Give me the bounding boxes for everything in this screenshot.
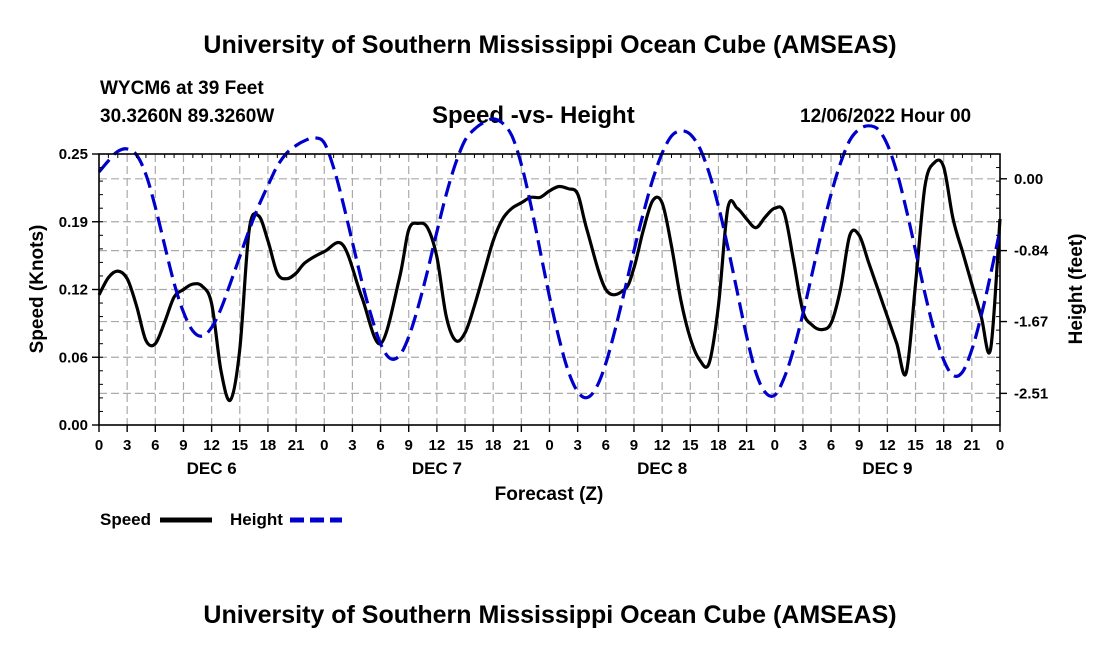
x-tick-label: 0 xyxy=(320,437,328,454)
legend-height-label: Height xyxy=(230,510,283,529)
x-tick-label: 18 xyxy=(935,437,952,454)
y2-tick-label: 0.00 xyxy=(1014,171,1043,188)
x-tick-label: 0 xyxy=(996,437,1004,454)
day-label: DEC 7 xyxy=(412,459,462,478)
y2-axis-label: Height (feet) xyxy=(1066,234,1087,345)
x-axis-label: Forecast (Z) xyxy=(495,484,604,505)
x-tick-label: 12 xyxy=(429,437,446,454)
series-lines xyxy=(97,117,1002,403)
day-label: DEC 6 xyxy=(187,459,237,478)
x-tick-label: 6 xyxy=(151,437,159,454)
x-tick-label: 21 xyxy=(738,437,755,454)
x-tick-label: 18 xyxy=(260,437,277,454)
y2-tick-label: -2.51 xyxy=(1014,385,1048,402)
height-series-line xyxy=(97,117,1002,400)
x-tick-label: 3 xyxy=(123,437,131,454)
x-tick-label: 18 xyxy=(485,437,502,454)
chart-subtitle: Speed -vs- Height xyxy=(432,102,635,129)
y-tick-label: 0.19 xyxy=(59,214,88,231)
x-tick-label: 21 xyxy=(964,437,981,454)
x-tick-label: 15 xyxy=(231,437,248,454)
day-label: DEC 8 xyxy=(637,459,687,478)
x-tick-label: 21 xyxy=(288,437,305,454)
footer-title: University of Southern Mississippi Ocean… xyxy=(203,601,897,629)
y-tick-label: 0.06 xyxy=(59,349,88,366)
x-tick-label: 12 xyxy=(203,437,220,454)
x-tick-label: 9 xyxy=(405,437,413,454)
x-tick-label: 0 xyxy=(95,437,103,454)
x-tick-label: 9 xyxy=(630,437,638,454)
day-label: DEC 9 xyxy=(862,459,912,478)
axis-ticks: 0 3 6 9 12 15 18 21 0 3 6 9 12 15 18 21 0 3 6 9 12 15 18 21 0 3 6 9… xyxy=(59,146,1049,478)
x-tick-label: 3 xyxy=(799,437,807,454)
x-tick-label: 18 xyxy=(710,437,727,454)
x-tick-label: 6 xyxy=(602,437,610,454)
y2-tick-label: -0.84 xyxy=(1014,243,1049,260)
x-tick-label: 21 xyxy=(513,437,530,454)
coordinates-label: 30.3260N 89.3260W xyxy=(100,106,275,127)
x-tick-label: 3 xyxy=(348,437,356,454)
x-tick-label: 9 xyxy=(179,437,187,454)
x-tick-label: 6 xyxy=(827,437,835,454)
y-tick-label: 0.12 xyxy=(59,282,88,299)
chart-title: University of Southern Mississippi Ocean… xyxy=(203,31,897,59)
x-tick-label: 3 xyxy=(573,437,581,454)
x-tick-label: 12 xyxy=(879,437,896,454)
x-tick-label: 9 xyxy=(855,437,863,454)
x-tick-label: 15 xyxy=(907,437,924,454)
speed-series-line xyxy=(97,158,1002,403)
legend: Speed Height xyxy=(100,510,342,529)
y2-tick-label: -1.67 xyxy=(1014,314,1048,331)
y-axis-label: Speed (Knots) xyxy=(27,225,48,354)
y-tick-label: 0.00 xyxy=(59,417,88,434)
x-tick-label: 0 xyxy=(771,437,779,454)
x-tick-label: 6 xyxy=(376,437,384,454)
station-label: WYCM6 at 39 Feet xyxy=(100,78,264,99)
datetime-label: 12/06/2022 Hour 00 xyxy=(800,106,972,127)
x-tick-label: 15 xyxy=(457,437,474,454)
x-tick-label: 15 xyxy=(682,437,699,454)
y-tick-label: 0.25 xyxy=(59,146,88,163)
x-tick-label: 12 xyxy=(654,437,671,454)
legend-speed-label: Speed xyxy=(100,510,151,529)
x-tick-label: 0 xyxy=(545,437,553,454)
